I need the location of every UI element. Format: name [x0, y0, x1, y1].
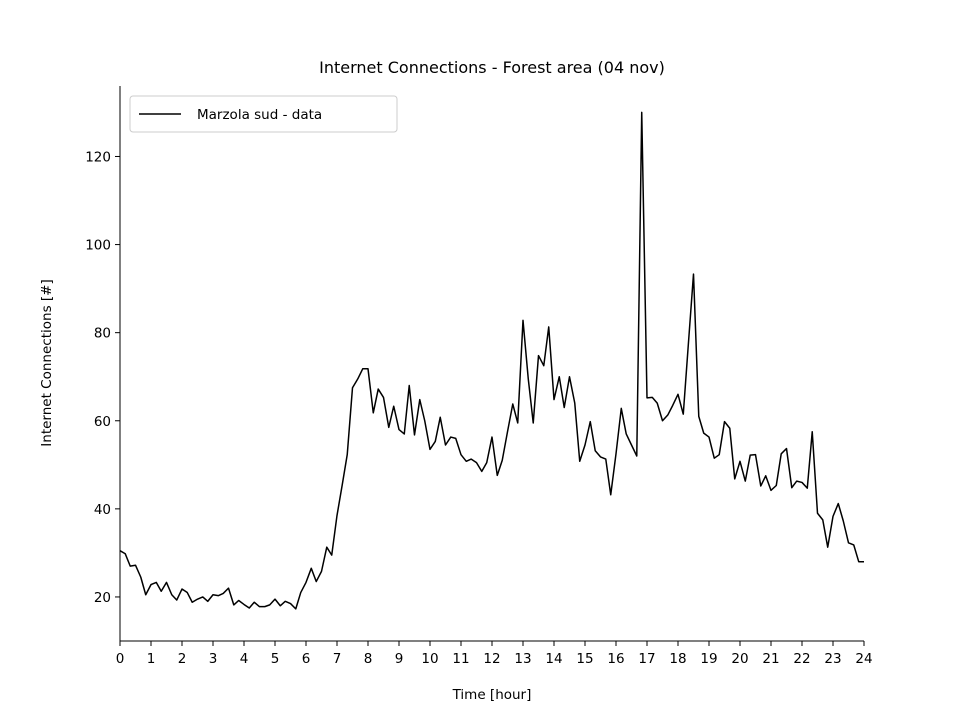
legend: Marzola sud - data [129, 95, 398, 133]
x-tick-label: 23 [824, 651, 841, 667]
y-tick-label: 20 [94, 590, 111, 606]
x-tick-label: 1 [147, 651, 156, 667]
x-tick-label: 13 [514, 651, 531, 667]
x-tick-label: 8 [364, 651, 373, 667]
x-tick-label: 16 [607, 651, 624, 667]
x-tick-label: 7 [333, 651, 342, 667]
x-tick-label: 5 [271, 651, 280, 667]
x-tick-label: 10 [421, 651, 438, 667]
x-tick-label: 3 [209, 651, 218, 667]
x-tick-label: 20 [731, 651, 748, 667]
series-group [119, 111, 864, 610]
x-tick-label: 24 [855, 651, 872, 667]
y-tick-label: 60 [94, 414, 111, 430]
x-tick-label: 15 [576, 651, 593, 667]
chart-title: Internet Connections - Forest area (04 n… [319, 58, 665, 77]
series-line [119, 111, 864, 610]
x-tick-label: 21 [762, 651, 779, 667]
x-tick-label: 19 [700, 651, 717, 667]
x-tick-label: 4 [240, 651, 249, 667]
x-axis-title: Time [hour] [452, 687, 532, 703]
y-tick-label: 100 [85, 238, 111, 254]
legend-box [129, 95, 398, 133]
x-tick-label: 6 [302, 651, 311, 667]
x-tick-label: 0 [116, 651, 125, 667]
x-tick-label: 11 [452, 651, 469, 667]
x-tick-label: 9 [395, 651, 404, 667]
x-tick-label: 18 [669, 651, 686, 667]
x-tick-label: 17 [638, 651, 655, 667]
x-tick-label: 14 [545, 651, 562, 667]
y-tick-label: 120 [85, 149, 111, 165]
y-tick-label: 80 [94, 326, 111, 342]
x-axis-ticks: 0 1 2 3 4 5 6 7 8 9 10 11 12 13 14 15 16 17 18 19 20 21 22 23 24 [116, 641, 873, 667]
y-axis-ticks: 20 40 60 80 100 120 [85, 149, 120, 606]
y-tick-label: 40 [94, 502, 111, 518]
y-axis-title: Internet Connections [#] [39, 279, 55, 446]
x-tick-label: 2 [178, 651, 187, 667]
x-tick-label: 12 [483, 651, 500, 667]
x-tick-label: 22 [793, 651, 810, 667]
legend-label: Marzola sud - data [197, 107, 322, 123]
